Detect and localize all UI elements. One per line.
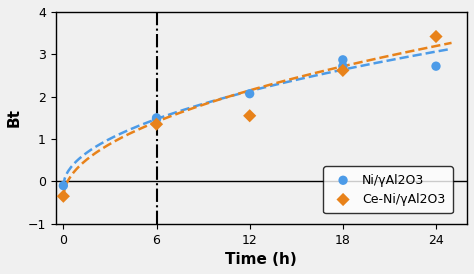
Ce-Ni/γAl2O3 — [246, 113, 254, 118]
Ce-Ni/γAl2O3 — [432, 34, 440, 39]
Ni/γAl2O3 — [339, 64, 346, 68]
Ni/γAl2O3 — [432, 64, 440, 68]
Ni/γAl2O3 — [153, 117, 160, 121]
Ce-Ni/γAl2O3 — [60, 194, 67, 198]
Ni/γAl2O3 — [339, 58, 346, 62]
Y-axis label: Bt: Bt — [7, 108, 22, 127]
Ni/γAl2O3 — [246, 92, 254, 96]
X-axis label: Time (h): Time (h) — [226, 252, 297, 267]
Ni/γAl2O3 — [60, 184, 67, 188]
Ni/γAl2O3 — [153, 116, 160, 120]
Legend: Ni/γAl2O3, Ce-Ni/γAl2O3: Ni/γAl2O3, Ce-Ni/γAl2O3 — [323, 166, 453, 213]
Ce-Ni/γAl2O3 — [153, 122, 160, 126]
Ce-Ni/γAl2O3 — [339, 68, 346, 73]
